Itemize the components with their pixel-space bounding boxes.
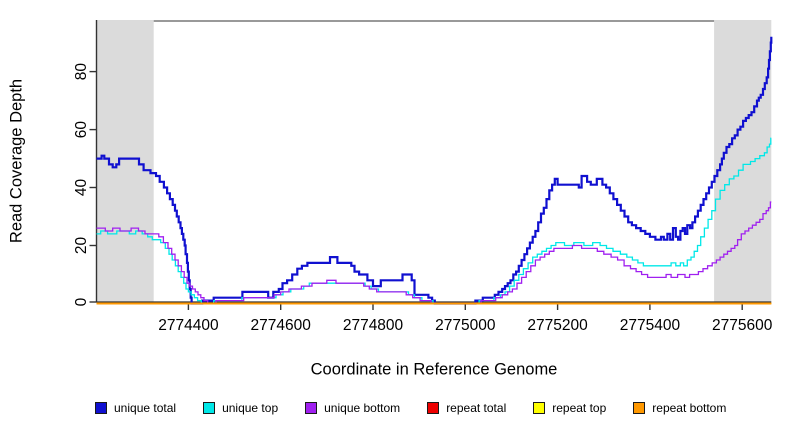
legend-label: unique top (222, 401, 279, 415)
y-tick-label: 20 (73, 237, 90, 255)
y-axis-title: Read Coverage Depth (7, 78, 26, 244)
legend-swatch-repeat-top (533, 402, 546, 414)
legend-swatch-repeat-bottom (633, 402, 646, 414)
legend-item-unique-top: unique top (203, 401, 278, 415)
y-tick-label: 0 (73, 297, 90, 306)
legend-swatch-unique-bottom (305, 402, 318, 414)
legend-item-unique-bottom: unique bottom (305, 401, 400, 415)
y-tick-label: 80 (73, 63, 90, 81)
legend-item-repeat-bottom: repeat bottom (633, 401, 726, 415)
legend: unique total unique top unique bottom repea… (95, 401, 726, 415)
x-axis-title: Coordinate in Reference Genome (310, 360, 558, 379)
series-line-unique-top (96, 137, 772, 305)
x-tick-label: 2774400 (158, 317, 219, 334)
legend-label: unique total (114, 401, 177, 415)
legend-label: repeat bottom (652, 401, 727, 415)
x-tick-label: 2774800 (343, 317, 404, 334)
y-tick-label: 60 (73, 121, 90, 139)
legend-swatch-repeat-total (427, 402, 440, 414)
x-tick-label: 2775400 (620, 317, 681, 334)
series-line-unique-bottom (96, 201, 772, 305)
shaded-region-1 (96, 20, 154, 302)
legend-swatch-unique-top (203, 402, 216, 414)
x-tick-label: 2775200 (527, 317, 588, 334)
x-tick-label: 2775600 (712, 317, 773, 334)
legend-item-repeat-total: repeat total (427, 401, 506, 415)
legend-item-unique-total: unique total (95, 401, 176, 415)
series-line-unique-total (96, 36, 773, 305)
legend-label: repeat total (446, 401, 507, 415)
y-tick-label: 40 (73, 179, 90, 197)
legend-label: unique bottom (324, 401, 401, 415)
legend-label: repeat top (552, 401, 607, 415)
x-tick-label: 2775000 (435, 317, 496, 334)
legend-item-repeat-top: repeat top (533, 401, 606, 415)
x-tick-label: 2774600 (251, 317, 312, 334)
legend-swatch-unique-total (95, 402, 107, 414)
